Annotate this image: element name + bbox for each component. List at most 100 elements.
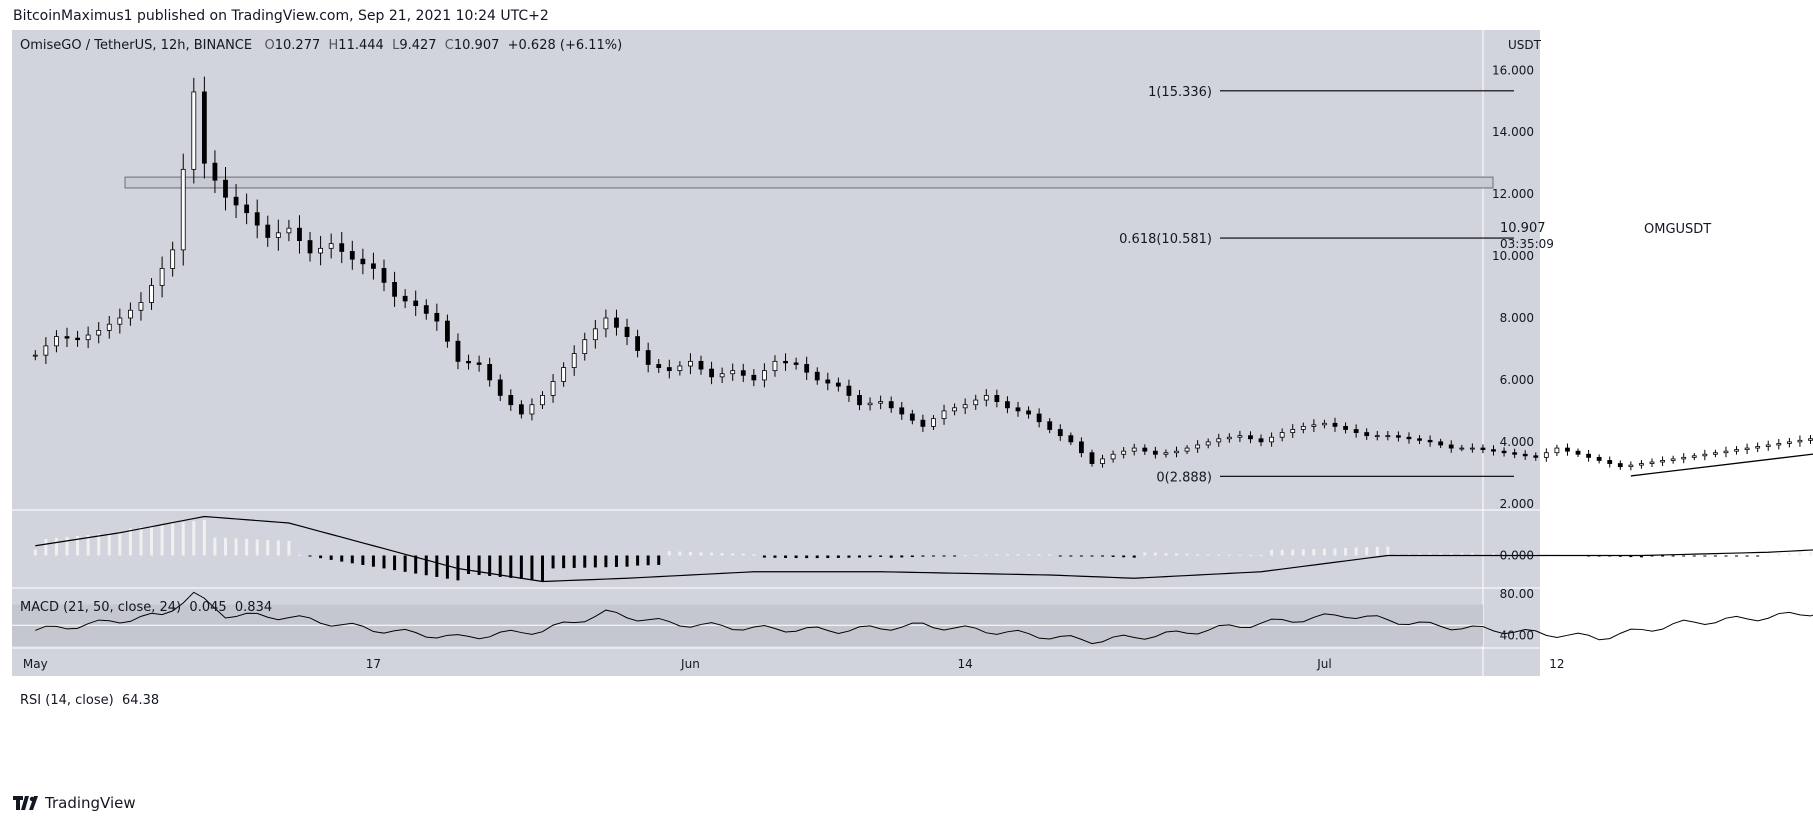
macd-histogram-bar [974, 554, 978, 556]
macd-histogram-bar [847, 555, 851, 558]
macd-histogram-bar [1777, 553, 1781, 556]
macd-histogram-bar [593, 555, 597, 568]
candle-body [1079, 441, 1084, 454]
macd-histogram-bar [1375, 546, 1379, 556]
legend-h-label: H [328, 38, 339, 53]
candle-body [1786, 441, 1792, 444]
macd-histogram-bar [741, 553, 745, 556]
macd-histogram-bar [551, 555, 555, 569]
macd-histogram-bar [636, 555, 640, 566]
candle-body [159, 268, 165, 286]
time-tick-label: Jul [1316, 657, 1331, 671]
macd-histogram-bar [1322, 548, 1326, 556]
candle-body [149, 285, 154, 303]
price-tick-label: 10.000 [1492, 249, 1534, 263]
macd-histogram-bar [762, 555, 766, 558]
candle-body [1068, 435, 1074, 443]
main-legend: OmiseGO / TetherUS, 12h, BINANCE O10.277… [20, 38, 622, 53]
macd-histogram-bar [1639, 555, 1643, 558]
candle-body [1480, 447, 1486, 451]
candle-body [85, 334, 91, 341]
candle-body [371, 263, 376, 269]
candle-body [244, 204, 250, 214]
time-axis-bg[interactable] [12, 648, 1483, 676]
macd-label[interactable]: MACD (21, 50, close, 24) [20, 600, 182, 615]
support-trendline[interactable] [1630, 326, 1813, 477]
price-tick-label: 14.000 [1492, 125, 1534, 139]
macd-line[interactable] [35, 515, 1813, 583]
candle-body [846, 385, 852, 396]
candle-body [434, 312, 440, 322]
candle-body [1005, 401, 1010, 409]
candle-body [1036, 413, 1042, 423]
candle-body [814, 371, 820, 381]
candle-body [571, 353, 577, 368]
fib-level-label: 1(15.336) [1148, 85, 1212, 100]
candle-body [645, 350, 651, 365]
macd-histogram-bar [1079, 555, 1083, 557]
candle-body [455, 340, 461, 362]
fib-level-label: 0(2.888) [1156, 470, 1212, 485]
candle-body [1713, 452, 1718, 455]
macd-histogram-bar [1132, 555, 1136, 558]
legend-symbol[interactable]: OmiseGO / TetherUS, 12h, BINANCE [20, 38, 253, 53]
macd-histogram-bar [1418, 553, 1422, 556]
macd-histogram-bar [202, 519, 206, 556]
macd-histogram-bar [498, 555, 502, 577]
macd-histogram-bar [1713, 555, 1717, 557]
candle-body [1026, 410, 1031, 415]
macd-histogram-bar [1460, 552, 1464, 556]
macd-pane-bg[interactable] [12, 510, 1483, 588]
publisher-line: BitcoinMaximus1 published on TradingView… [13, 8, 549, 24]
macd-histogram-bar [900, 555, 904, 558]
tradingview-brand: TradingView [45, 794, 136, 812]
macd-histogram-bar [815, 555, 819, 559]
rsi-line[interactable] [35, 591, 1813, 645]
macd-histogram-bar [921, 555, 925, 557]
macd-histogram-bar [1396, 554, 1400, 556]
price-pane-bg[interactable] [12, 30, 1483, 510]
time-tick-label: Jun [680, 657, 700, 671]
candle-body [1628, 464, 1634, 468]
macd-histogram-bar [1618, 555, 1622, 557]
candle-body [392, 281, 397, 297]
price-axis-bg[interactable] [1483, 30, 1540, 676]
macd-histogram-bar [97, 534, 101, 556]
tradingview-logo[interactable]: TradingView [13, 794, 136, 812]
time-tick-label: 12 [1549, 657, 1564, 671]
candle-body [1110, 453, 1116, 460]
macd-histogram-bar [1090, 555, 1094, 557]
macd-histogram-bar [530, 555, 534, 580]
macd-histogram-bar [467, 555, 471, 575]
candle-body [43, 345, 49, 356]
candle-body [994, 395, 1000, 403]
macd-histogram-bar [1735, 555, 1739, 557]
macd-histogram-bar [953, 555, 957, 557]
macd-histogram-bar [773, 555, 777, 558]
rsi-legend: RSI (14, close) 64.38 [20, 693, 159, 708]
macd-histogram-bar [54, 537, 58, 556]
candle-body [508, 395, 514, 406]
legend-c-label: C [444, 38, 454, 53]
rsi-pane [12, 591, 1813, 646]
macd-histogram-bar [1724, 555, 1728, 557]
candle-body [1596, 456, 1602, 461]
rsi-label[interactable]: RSI (14, close) [20, 693, 114, 708]
price-tick-label: 12.000 [1492, 187, 1534, 201]
candle-body [444, 320, 450, 342]
candle-body [1205, 441, 1211, 446]
candle-body [127, 309, 133, 319]
macd-histogram-bar [65, 536, 69, 556]
candle-body [1152, 450, 1158, 455]
candle-body [867, 402, 873, 406]
candle-body [1184, 447, 1190, 452]
resistance-zone[interactable] [124, 176, 1494, 189]
candle-body [265, 224, 271, 238]
candle-body [1374, 435, 1380, 438]
macd-histogram-bar [614, 555, 618, 567]
fib-level-label: 0.618(10.581) [1119, 232, 1212, 247]
candle-body [931, 418, 936, 427]
candle-body [1322, 422, 1327, 426]
candle-body [561, 367, 567, 382]
